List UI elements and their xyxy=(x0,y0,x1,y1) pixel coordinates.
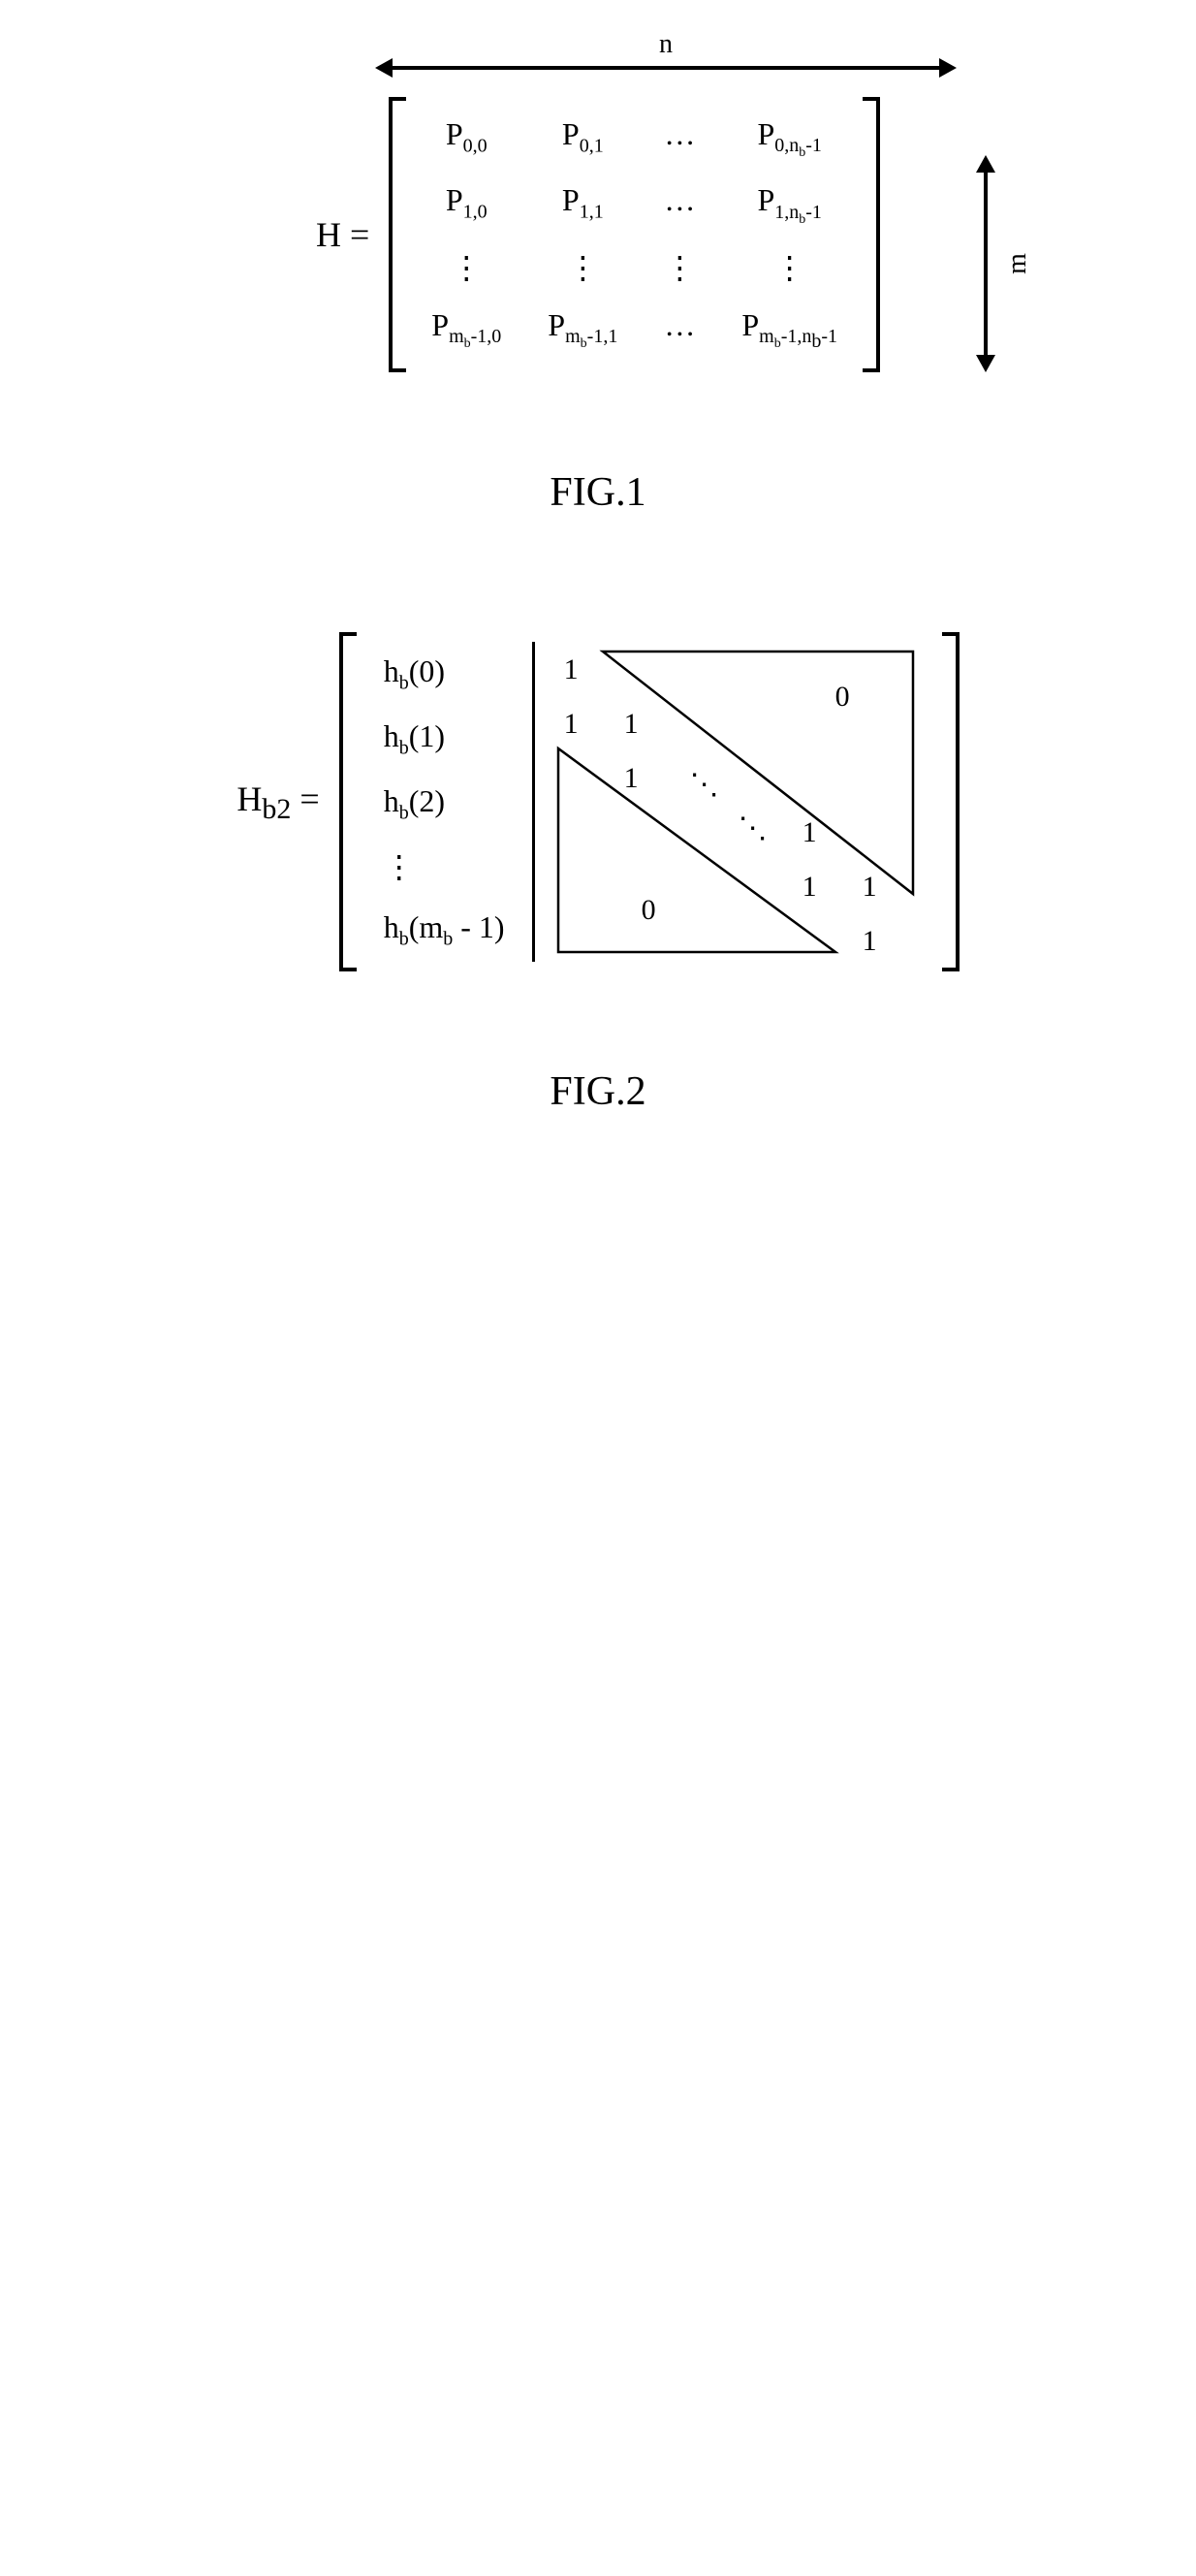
vector-entry: ⋮ xyxy=(384,848,505,885)
fig2-caption: FIG.2 xyxy=(19,1068,1177,1115)
matrix-cell: ⋮ xyxy=(548,249,617,286)
fig2-separator xyxy=(532,642,535,962)
fig1-container: n H = P0,0 P0,1 … P0,nb-1 P1,0 P1,1 … P1,nb-1 ⋮ ⋮… xyxy=(201,39,995,372)
matrix-cell: P1,nb-1 xyxy=(741,182,837,227)
one-entry: 1 xyxy=(803,871,817,904)
upper-triangle xyxy=(603,652,913,894)
fig2-equation: Hb2 = hb(0)hb(1)hb(2)⋮hb(mb - 1) 1111⋱⋱1… xyxy=(162,632,1034,971)
matrix-cell: ⋮ xyxy=(664,249,695,286)
matrix-cell: P1,1 xyxy=(548,182,617,227)
ddots: ⋱ xyxy=(690,768,719,802)
matrix-cell: P0,1 xyxy=(548,116,617,161)
matrix-cell: P0,0 xyxy=(431,116,501,161)
bracket-left xyxy=(339,632,357,971)
fig1-caption: FIG.1 xyxy=(19,469,1177,516)
matrix-cell: … xyxy=(664,182,695,227)
fig2-vector-column: hb(0) hb(1) hb(2) ⋮ hb(mb - 1) xyxy=(366,642,522,962)
fig2-triangles-svg xyxy=(545,642,932,962)
bracket-right xyxy=(863,97,880,372)
one-entry: 1 xyxy=(624,762,639,795)
vector-entry: hb(mb - 1) xyxy=(384,909,505,950)
dimension-arrow-m: m xyxy=(966,155,1005,372)
vector-entry: hb(1) xyxy=(384,718,505,759)
dim-n-label: n xyxy=(659,29,673,60)
vector-entry: hb(0) xyxy=(384,653,505,694)
one-entry: 1 xyxy=(803,816,817,849)
matrix-cell: … xyxy=(664,307,695,353)
arrow-m-line xyxy=(984,165,988,363)
matrix-cell: … xyxy=(664,116,695,161)
one-entry: 1 xyxy=(564,653,579,686)
matrix-cell: Pmb-1,1 xyxy=(548,307,617,353)
vector-entry: hb(2) xyxy=(384,783,505,824)
arrow-down-head xyxy=(976,355,995,372)
zero-region-label: 0 xyxy=(835,681,850,714)
bracket-left xyxy=(389,97,406,372)
matrix-cell: Pmb-1,nb-1 xyxy=(741,307,837,353)
one-entry: 1 xyxy=(863,871,877,904)
fig1-equation: H = P0,0 P0,1 … P0,nb-1 P1,0 P1,1 … P1,nb-1 ⋮ ⋮ ⋮ ⋮… xyxy=(201,97,995,372)
matrix-cell: ⋮ xyxy=(741,249,837,286)
one-entry: 1 xyxy=(624,708,639,741)
fig1-lhs: H = xyxy=(316,214,379,255)
dim-m-label: m xyxy=(1002,253,1033,274)
figure-2: Hb2 = hb(0)hb(1)hb(2)⋮hb(mb - 1) 1111⋱⋱1… xyxy=(19,632,1177,1115)
fig2-content: hb(0) hb(1) hb(2) ⋮ hb(mb - 1) 1 1 1 1 ⋱ ⋱ 1 1 1 1 0 0 xyxy=(357,632,942,971)
fig1-matrix: P0,0 P0,1 … P0,nb-1 P1,0 P1,1 … P1,nb-1 ⋮ ⋮ ⋮ ⋮ Pmb-… xyxy=(389,97,880,372)
one-entry: 1 xyxy=(564,708,579,741)
fig1-matrix-grid: P0,0 P0,1 … P0,nb-1 P1,0 P1,1 … P1,nb-1 ⋮ ⋮ ⋮ ⋮ Pmb-… xyxy=(406,97,863,372)
figure-1: n H = P0,0 P0,1 … P0,nb-1 P1,0 P1,1 … P1,nb-1 ⋮ ⋮… xyxy=(19,39,1177,516)
fig2-lhs: Hb2 = xyxy=(236,779,329,826)
one-entry: 1 xyxy=(863,925,877,958)
matrix-cell: P1,0 xyxy=(431,182,501,227)
fig2-bidiagonal-block: 1 1 1 1 ⋱ ⋱ 1 1 1 1 0 0 xyxy=(545,642,932,962)
ddots: ⋱ xyxy=(739,811,768,845)
bracket-right xyxy=(942,632,960,971)
arrow-n-line xyxy=(385,66,947,70)
matrix-cell: P0,nb-1 xyxy=(741,116,837,161)
zero-region-label: 0 xyxy=(642,894,656,927)
fig2-matrix: hb(0) hb(1) hb(2) ⋮ hb(mb - 1) 1 1 1 1 ⋱ ⋱ 1 1 1 1 0 0 xyxy=(339,632,960,971)
matrix-cell: ⋮ xyxy=(431,249,501,286)
dimension-arrow-n: n xyxy=(375,39,957,78)
arrow-right-head xyxy=(939,58,957,78)
matrix-cell: Pmb-1,0 xyxy=(431,307,501,353)
